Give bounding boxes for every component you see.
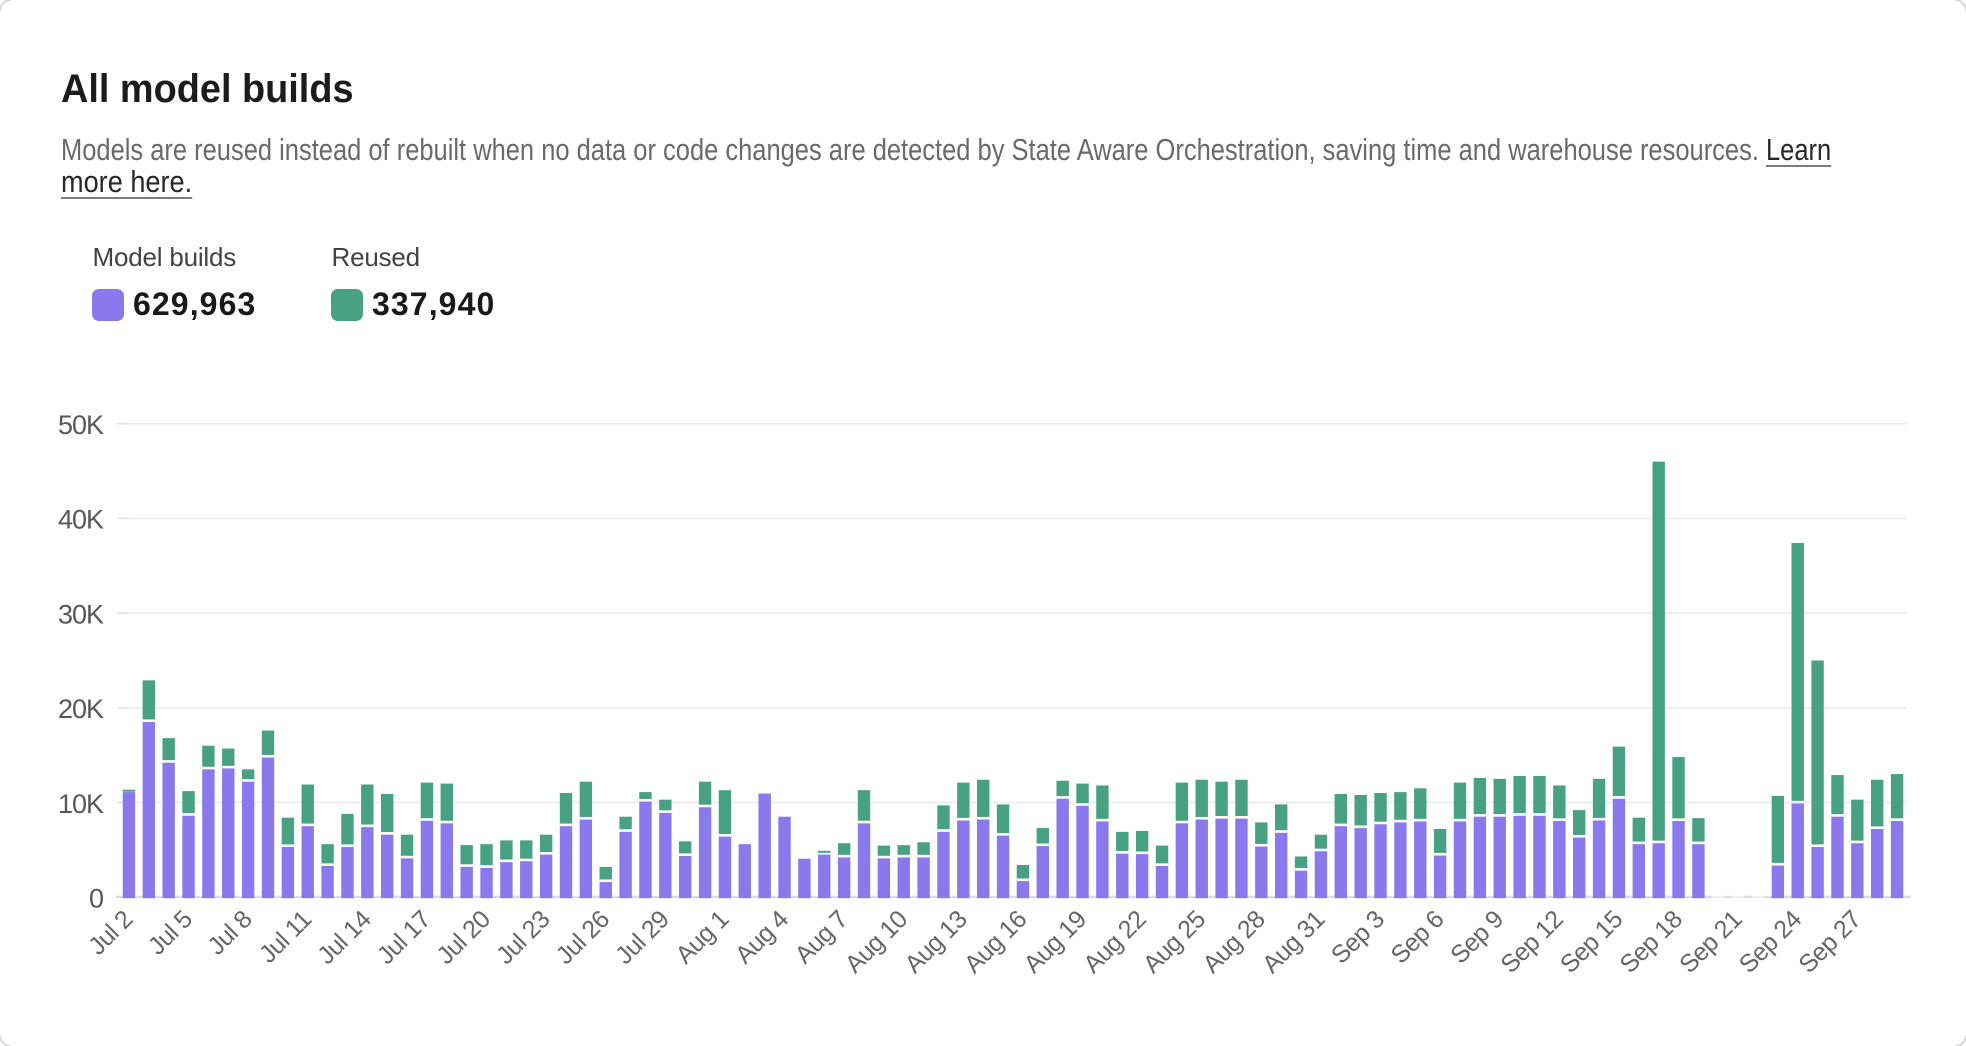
svg-text:Sep 24: Sep 24 (1734, 905, 1808, 979)
svg-text:Jul 8: Jul 8 (202, 905, 257, 960)
svg-text:Aug 10: Aug 10 (840, 905, 913, 978)
svg-text:20K: 20K (58, 694, 104, 724)
svg-text:Aug 22: Aug 22 (1078, 905, 1151, 978)
svg-text:Aug 4: Aug 4 (730, 905, 794, 969)
svg-text:Aug 1: Aug 1 (670, 905, 734, 969)
svg-text:Aug 28: Aug 28 (1197, 905, 1270, 978)
svg-text:0: 0 (89, 884, 103, 914)
svg-text:Sep 6: Sep 6 (1385, 905, 1449, 969)
svg-text:Sep 21: Sep 21 (1674, 905, 1747, 978)
svg-text:30K: 30K (58, 599, 104, 629)
svg-text:Jul 29: Jul 29 (610, 905, 674, 969)
svg-text:Aug 16: Aug 16 (959, 905, 1032, 978)
svg-text:40K: 40K (58, 505, 104, 535)
svg-text:Aug 13: Aug 13 (899, 905, 972, 978)
svg-text:Jul 20: Jul 20 (431, 905, 495, 969)
svg-text:Jul 17: Jul 17 (372, 905, 436, 969)
svg-text:10K: 10K (58, 789, 104, 819)
svg-text:Sep 12: Sep 12 (1495, 905, 1568, 978)
svg-text:Sep 15: Sep 15 (1555, 905, 1628, 978)
svg-text:Sep 18: Sep 18 (1614, 905, 1687, 978)
svg-text:Aug 19: Aug 19 (1018, 905, 1091, 978)
svg-text:Jul 14: Jul 14 (312, 905, 377, 970)
svg-text:Jul 26: Jul 26 (551, 905, 615, 969)
svg-text:50K: 50K (58, 410, 104, 440)
svg-text:Sep 27: Sep 27 (1793, 905, 1866, 978)
svg-text:Aug 31: Aug 31 (1257, 905, 1330, 978)
svg-text:Sep 3: Sep 3 (1326, 905, 1390, 969)
svg-text:Jul 23: Jul 23 (491, 905, 555, 969)
svg-text:Jul 11: Jul 11 (254, 905, 317, 968)
svg-text:Jul 2: Jul 2 (83, 905, 138, 960)
svg-text:Jul 5: Jul 5 (143, 905, 198, 960)
svg-text:Aug 25: Aug 25 (1138, 905, 1211, 978)
